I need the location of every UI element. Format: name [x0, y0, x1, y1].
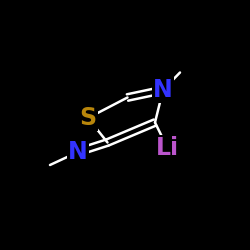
Text: N: N [68, 140, 88, 164]
Text: Li: Li [156, 136, 179, 160]
Text: S: S [80, 106, 96, 130]
Text: N: N [153, 78, 173, 102]
